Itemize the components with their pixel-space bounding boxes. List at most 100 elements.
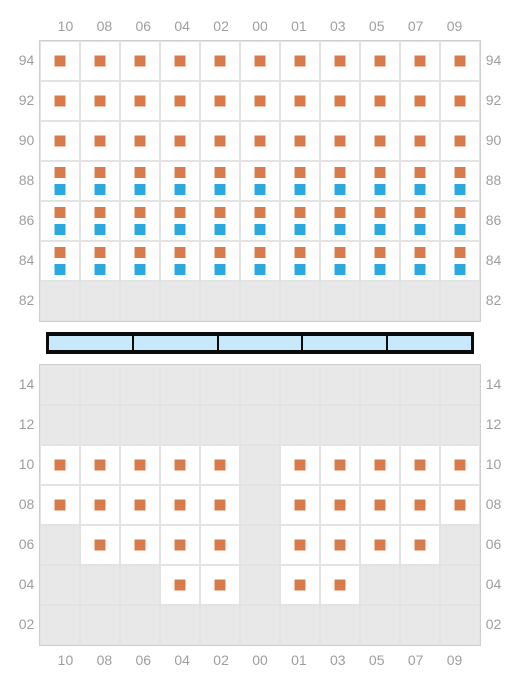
rack-cell[interactable] [40, 121, 80, 161]
rack-cell[interactable] [40, 241, 80, 281]
rack-cell[interactable] [200, 241, 240, 281]
rack-cell[interactable] [240, 161, 280, 201]
rack-cell[interactable] [120, 525, 160, 565]
rack-cell[interactable] [120, 41, 160, 81]
rack-cell[interactable] [200, 201, 240, 241]
rack-cell[interactable] [400, 525, 440, 565]
rack-cell[interactable] [240, 41, 280, 81]
rack-cell[interactable] [280, 41, 320, 81]
rack-cell[interactable] [80, 41, 120, 81]
rack-cell[interactable] [320, 445, 360, 485]
rack-cell[interactable] [120, 201, 160, 241]
rack-cell[interactable] [400, 81, 440, 121]
rack-cell[interactable] [120, 81, 160, 121]
rack-cell[interactable] [80, 121, 120, 161]
rack-cell[interactable] [160, 81, 200, 121]
rack-cell[interactable] [200, 161, 240, 201]
rack-cell[interactable] [240, 121, 280, 161]
rack-cell[interactable] [320, 121, 360, 161]
rack-cell[interactable] [160, 445, 200, 485]
rack-cell[interactable] [80, 201, 120, 241]
rack-cell[interactable] [360, 525, 400, 565]
rack-cell[interactable] [360, 201, 400, 241]
rack-cell[interactable] [280, 81, 320, 121]
rack-cell[interactable] [280, 161, 320, 201]
rack-cell[interactable] [320, 525, 360, 565]
rack-cell[interactable] [320, 241, 360, 281]
rack-cell[interactable] [200, 41, 240, 81]
rack-cell[interactable] [440, 81, 480, 121]
rack-cell[interactable] [440, 201, 480, 241]
rack-cell[interactable] [360, 445, 400, 485]
rack-cell[interactable] [360, 81, 400, 121]
rack-cell[interactable] [280, 565, 320, 605]
rack-cell[interactable] [280, 525, 320, 565]
rack-cell[interactable] [200, 81, 240, 121]
rack-cell[interactable] [200, 565, 240, 605]
rack-cell[interactable] [200, 445, 240, 485]
rack-cell[interactable] [320, 41, 360, 81]
rack-cell[interactable] [240, 81, 280, 121]
rack-cell[interactable] [360, 121, 400, 161]
rack-cell[interactable] [440, 161, 480, 201]
rack-cell[interactable] [80, 445, 120, 485]
rack-cell[interactable] [120, 121, 160, 161]
rack-cell[interactable] [280, 485, 320, 525]
rack-cell[interactable] [80, 525, 120, 565]
rack-cell[interactable] [160, 485, 200, 525]
rack-cell[interactable] [320, 485, 360, 525]
rack-cell[interactable] [160, 161, 200, 201]
rack-cell[interactable] [280, 201, 320, 241]
rack-cell[interactable] [120, 161, 160, 201]
rack-cell[interactable] [160, 565, 200, 605]
rack-cell[interactable] [400, 241, 440, 281]
rack-cell[interactable] [160, 241, 200, 281]
rack-cell[interactable] [400, 485, 440, 525]
rack-cell[interactable] [40, 41, 80, 81]
rack-cell[interactable] [440, 121, 480, 161]
rack-cell[interactable] [400, 161, 440, 201]
rack-cell[interactable] [320, 565, 360, 605]
rack-cell[interactable] [440, 485, 480, 525]
rack-cell[interactable] [160, 525, 200, 565]
rack-cell[interactable] [120, 485, 160, 525]
rack-cell[interactable] [280, 121, 320, 161]
rack-cell[interactable] [40, 445, 80, 485]
rack-cell[interactable] [40, 201, 80, 241]
rack-cell[interactable] [40, 81, 80, 121]
rack-cell[interactable] [280, 241, 320, 281]
rack-cell[interactable] [400, 121, 440, 161]
rack-cell[interactable] [200, 485, 240, 525]
rack-cell[interactable] [240, 201, 280, 241]
rack-cell[interactable] [120, 241, 160, 281]
rack-cell[interactable] [200, 525, 240, 565]
rack-cell[interactable] [360, 241, 400, 281]
rack-cell[interactable] [80, 81, 120, 121]
orange-marker [175, 136, 186, 147]
rack-cell[interactable] [320, 81, 360, 121]
rack-cell[interactable] [120, 445, 160, 485]
rack-cell[interactable] [400, 41, 440, 81]
rack-cell[interactable] [400, 445, 440, 485]
rack-cell[interactable] [440, 41, 480, 81]
rack-cell[interactable] [40, 485, 80, 525]
bottom-grid [39, 364, 481, 646]
rack-cell[interactable] [80, 485, 120, 525]
rack-cell[interactable] [280, 445, 320, 485]
rack-cell[interactable] [400, 201, 440, 241]
rack-cell[interactable] [200, 121, 240, 161]
rack-cell[interactable] [440, 241, 480, 281]
rack-cell[interactable] [40, 161, 80, 201]
rack-cell[interactable] [360, 161, 400, 201]
rack-cell[interactable] [160, 201, 200, 241]
rack-cell[interactable] [360, 41, 400, 81]
rack-cell[interactable] [160, 121, 200, 161]
rack-cell[interactable] [80, 161, 120, 201]
rack-cell[interactable] [320, 201, 360, 241]
rack-cell[interactable] [160, 41, 200, 81]
rack-cell[interactable] [360, 485, 400, 525]
rack-cell[interactable] [240, 241, 280, 281]
rack-cell[interactable] [80, 241, 120, 281]
rack-cell[interactable] [320, 161, 360, 201]
rack-cell[interactable] [440, 445, 480, 485]
